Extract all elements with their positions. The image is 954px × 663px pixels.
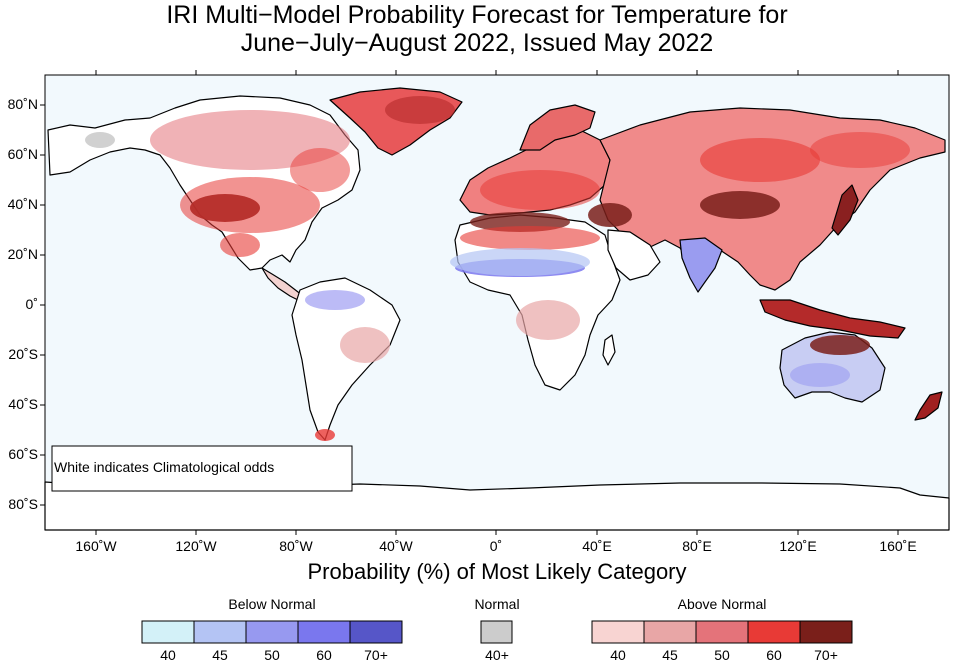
maritime-se-asia (759, 299, 906, 339)
legend-swatch-below-70 (349, 620, 403, 644)
lon-label-160e: 160˚E (879, 538, 917, 554)
legend-tick-above-70: 70+ (814, 647, 838, 663)
map-title-line-2: June−July−August 2022, Issued May 2022 (240, 29, 714, 57)
warm-patch-middle-east (588, 203, 632, 227)
scandinavia (519, 104, 596, 151)
lat-label-20n: 20˚N (7, 246, 38, 262)
south-america (291, 277, 401, 441)
warm-patch-north-australia (810, 335, 870, 355)
warm-patch-brazil (340, 327, 390, 363)
lon-label-40e: 40˚E (582, 538, 612, 554)
normal-patch-alaska (85, 132, 115, 148)
warm-patch-patagonia (315, 429, 335, 441)
note-box (51, 445, 353, 492)
warm-patch-east-us (290, 148, 350, 192)
legend-swatch-above-50 (695, 620, 749, 644)
lat-label-40n: 40˚N (7, 196, 38, 212)
legend-tick-above-50: 50 (714, 647, 730, 663)
legend-swatch-above-60 (747, 620, 801, 644)
warm-patch-sahara (460, 226, 600, 250)
warm-patch-mexico (220, 233, 260, 257)
warm-patch-central-asia (700, 191, 780, 219)
legend-tick-above-45: 45 (662, 647, 678, 663)
lat-label-40s: 40˚S (8, 396, 38, 412)
lat-label-80n: 80˚N (7, 96, 38, 112)
japan (831, 184, 859, 236)
lat-label-60n: 60˚N (7, 146, 38, 162)
new-zealand (914, 391, 943, 421)
lon-label-120w: 120˚W (175, 538, 217, 554)
legend-above-normal-swatches (591, 620, 853, 644)
legend-swatch-below-45 (193, 620, 247, 644)
legend-tick-below-40: 40 (160, 647, 176, 663)
lon-label-80e: 80˚E (682, 538, 712, 554)
legend-tick-above-40: 40 (610, 647, 626, 663)
legend-below-normal-swatches (141, 620, 403, 644)
map-frame (44, 74, 950, 531)
warm-patch-greenland (385, 96, 455, 124)
legend-tick-below-45: 45 (212, 647, 228, 663)
cool-patch-sahel-edge (450, 248, 590, 276)
warm-patch-europe (480, 170, 600, 210)
x-axis-label: Probability (%) of Most Likely Category (307, 559, 687, 584)
lat-label-0: 0˚ (25, 296, 38, 312)
legend-tick-above-60: 60 (766, 647, 782, 663)
lon-label-160w: 160˚W (75, 538, 117, 554)
lon-label-120e: 120˚E (779, 538, 817, 554)
legend-swatch-above-70 (799, 620, 853, 644)
lat-label-60s: 60˚S (8, 446, 38, 462)
legend-tick-below-50: 50 (264, 647, 280, 663)
legend-title-below-normal: Below Normal (228, 596, 316, 612)
lat-label-80s: 80˚S (8, 496, 38, 512)
forecast-shading (85, 96, 910, 441)
madagascar (602, 334, 616, 366)
warm-patch-us (180, 177, 320, 233)
legend-normal-swatches (480, 620, 513, 644)
legend-tick-below-60: 60 (316, 647, 332, 663)
lon-label-80w: 80˚W (279, 538, 313, 554)
lon-label-0: 0˚ (489, 538, 503, 554)
warm-patch-central-africa (516, 300, 580, 340)
cool-patch-amazon (305, 290, 365, 310)
legend-tick-normal-40: 40+ (485, 647, 509, 663)
legend-swatch-below-60 (297, 620, 351, 644)
legend-swatch-above-40 (591, 620, 645, 644)
legend-title-normal: Normal (474, 596, 520, 612)
lat-label-20s: 20˚S (8, 346, 38, 362)
legend-title-above-normal: Above Normal (677, 596, 767, 612)
legend-swatch-above-45 (643, 620, 697, 644)
climatological-odds-note: White indicates Climatological odds (54, 459, 275, 475)
legend-swatch-below-40 (141, 620, 195, 644)
arabia (607, 229, 661, 281)
lon-label-40w: 40˚W (379, 538, 413, 554)
warm-patch-siberia (700, 138, 820, 182)
warm-patch-far-east (810, 132, 910, 168)
map-title-line-1: IRI Multi−Model Probability Forecast for… (166, 1, 788, 29)
legend-swatch-normal-40 (480, 620, 513, 644)
legend-swatch-below-50 (245, 620, 299, 644)
legend-tick-below-70: 70+ (364, 647, 388, 663)
axis-ticks (40, 70, 899, 535)
cool-patch-australia (790, 363, 850, 387)
india (679, 237, 723, 293)
